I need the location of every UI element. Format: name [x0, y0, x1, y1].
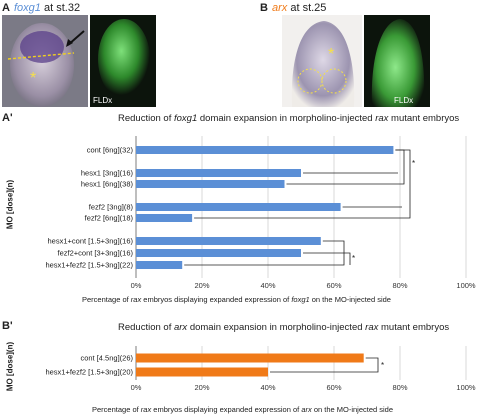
x-tick-label: 40% — [260, 383, 275, 392]
bar — [136, 214, 193, 222]
x-tick-label: 40% — [260, 281, 275, 290]
category-label: hesx1 [3ng](16) — [81, 169, 134, 178]
foxg1-embryo-drawing: * — [7, 23, 85, 107]
bracket-b — [270, 357, 379, 373]
x-tick-label: 0% — [131, 383, 142, 392]
fldx-fluorescence-b — [371, 19, 425, 107]
category-label: fezf2 [3ng](8) — [89, 203, 134, 212]
panel-letter-a: A — [2, 2, 10, 14]
bar — [136, 169, 301, 177]
bar — [136, 367, 268, 377]
category-label: hesx1+cont [1.5+3ng](16) — [48, 237, 134, 246]
chart-b-xlabel-p4: on the MO-injected side — [311, 405, 394, 414]
chart-a-title-pre: Reduction of — [118, 113, 174, 124]
bar — [136, 353, 364, 363]
bar — [136, 180, 285, 188]
category-label: hesx1 [6ng](38) — [81, 180, 134, 189]
panel-letter-b: B — [260, 2, 268, 14]
arx-embryo-photo: * — [282, 15, 362, 107]
chart-b-title-gene2: rax — [365, 322, 379, 333]
asterisk-marker-b: * — [328, 46, 334, 63]
embryo-body — [291, 21, 355, 107]
chart-a-title-gene2: rax — [375, 113, 389, 124]
panel-b-stage: at st.25 — [287, 2, 327, 14]
chart-b-title-end: mutant embryos — [378, 322, 450, 333]
midline-dashed — [7, 52, 75, 60]
chart-b-title-pre: Reduction of — [118, 322, 174, 333]
x-tick-label: 20% — [194, 281, 209, 290]
panel-a-stage: at st.32 — [40, 2, 81, 14]
x-tick-label: 100% — [456, 383, 476, 392]
chart-b-title-post: domain expansion in morpholino-injected — [187, 322, 366, 333]
significance-star: * — [412, 159, 415, 168]
x-tick-label: 80% — [392, 281, 407, 290]
asterisk-marker: * — [30, 70, 36, 87]
chart-a-xlabel-p1: rax — [130, 295, 142, 304]
chart-b-xlabel-p3: arx — [301, 405, 312, 414]
category-label: fezf2+cont [3+3ng](16) — [58, 249, 134, 258]
panel-b-gene: arx — [272, 2, 288, 14]
arx-embryo-drawing: * — [291, 21, 355, 107]
chart-a-title: Reduction of foxg1 domain expansion in m… — [118, 113, 459, 124]
foxg1-embryo-photo: * — [2, 15, 88, 107]
panel-letter-a-prime: A' — [2, 112, 13, 124]
fldx-label-b: FLDx — [394, 96, 413, 105]
arx-fldx-photo: FLDx — [364, 15, 430, 107]
category-label: hesx1+fezf2 [1.5+3ng](20) — [45, 368, 133, 377]
chart-a-xlabel-p4: on the MO-injected side — [309, 295, 391, 304]
fldx-fluorescence — [98, 19, 150, 99]
category-label: fezf2 [6ng](18) — [85, 214, 134, 223]
arx-fldx-drawing: FLDx — [371, 19, 425, 107]
x-tick-label: 100% — [456, 281, 476, 290]
x-tick-label: 60% — [326, 383, 341, 392]
chart-b-svg: 0% 20% 40% 60% 80% 100% cont [4.5ng](26) hesx1+… — [45, 346, 476, 392]
significance-star: * — [352, 254, 355, 263]
eye-outline-right — [321, 68, 347, 94]
category-label: cont [4.5ng](26) — [80, 354, 133, 363]
bracket-cont-hesx1 — [286, 149, 405, 185]
category-label: cont [6ng](32) — [87, 146, 134, 155]
panel-a-gene: foxg1 — [14, 2, 41, 14]
bar — [136, 237, 321, 245]
chart-b-xlabel: Percentage of rax embryos displaying exp… — [92, 405, 393, 414]
chart-b-title-gene: arx — [173, 322, 188, 333]
chart-a-svg: 0% 20% 40% 60% 80% 100% cont [6ng](32) hesx1 [3… — [45, 136, 476, 290]
chart-b-xlabel-p0: Percentage of — [92, 405, 141, 414]
bar — [136, 146, 394, 154]
category-label: hesx1+fezf2 [1.5+3ng](22) — [45, 261, 133, 270]
panel-letter-b-prime: B' — [2, 320, 13, 332]
chart-a-title-end: mutant embryos — [388, 113, 460, 124]
foxg1-fldx-photo: FLDx — [90, 15, 156, 107]
foxg1-stain — [20, 31, 64, 63]
chart-a-xlabel-p3: foxg1 — [291, 295, 310, 304]
chart-a-title-gene: foxg1 — [173, 113, 198, 124]
bracket-cont-fezf2 — [194, 149, 411, 219]
chart-a-xlabel-p2: embryos displaying expanded expression o… — [141, 295, 292, 304]
panel-b-caption: arx at st.25 — [272, 2, 326, 14]
bracket-fezf2cont — [303, 252, 351, 265]
chart-b-xlabel-p1: rax — [140, 405, 152, 414]
bar — [136, 203, 341, 211]
panel-a-caption: foxg1 at st.32 — [14, 2, 80, 14]
chart-b-title: Reduction of arx domain expansion in mor… — [118, 322, 449, 333]
chart-b-xlabel-p2: embryos displaying expanded expression o… — [151, 405, 302, 414]
bar — [136, 261, 183, 269]
x-tick-label: 60% — [326, 281, 341, 290]
foxg1-fldx-drawing: FLDx — [93, 19, 150, 105]
fldx-label-a: FLDx — [93, 96, 112, 105]
bar — [136, 249, 301, 257]
x-tick-label: 0% — [131, 281, 142, 290]
chart-a-xlabel-p0: Percentage of — [82, 295, 131, 304]
x-tick-label: 80% — [392, 383, 407, 392]
arrow-head — [66, 39, 73, 47]
chart-a-title-post: domain expansion in morpholino-injected — [197, 113, 376, 124]
chart-a-xlabel: Percentage of rax embryos displaying exp… — [82, 295, 391, 304]
x-tick-label: 20% — [194, 383, 209, 392]
significance-star: * — [381, 361, 384, 370]
